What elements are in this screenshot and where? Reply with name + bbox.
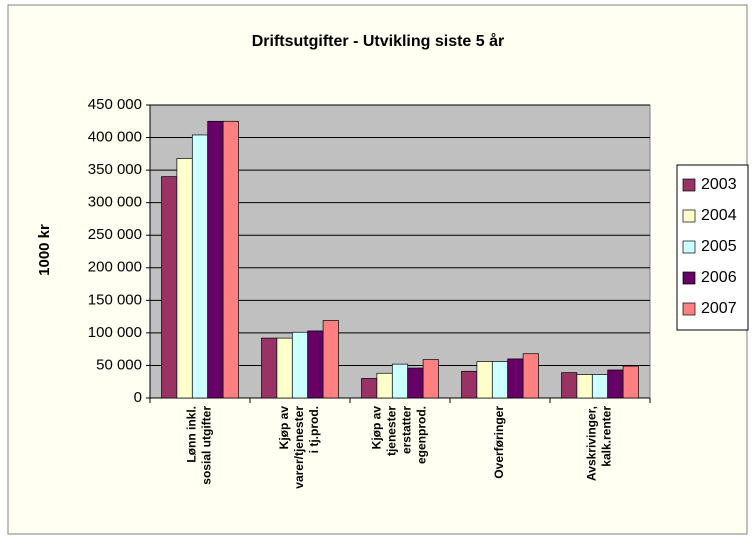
- y-tick-label: 300 000: [88, 194, 142, 211]
- legend-label: 2003: [701, 176, 737, 193]
- x-tick-label: Avskrivinger,: [585, 406, 599, 481]
- bar: [622, 365, 639, 399]
- x-tick-label: varer/tjenester: [292, 406, 306, 489]
- legend-label: 2007: [701, 300, 737, 317]
- bar: [422, 359, 439, 399]
- x-tick-label: tjenester: [385, 406, 399, 456]
- x-tick-label: Overføringer: [492, 406, 506, 479]
- y-tick-label: 250 000: [88, 226, 142, 243]
- bar: [607, 369, 624, 399]
- bar: [322, 320, 339, 399]
- legend-label: 2005: [701, 238, 737, 255]
- x-tick-label: kalk.renter: [600, 406, 614, 467]
- x-tick-label: egenprod.: [415, 406, 429, 464]
- legend-swatch: [682, 302, 696, 316]
- x-tick-label: erstatter: [400, 406, 414, 454]
- bar: [522, 353, 539, 399]
- bar: [561, 372, 578, 399]
- bar: [176, 158, 193, 399]
- legend-label: 2006: [701, 269, 737, 286]
- y-tick-label: 450 000: [88, 96, 142, 113]
- bar: [461, 370, 478, 399]
- legend-swatch: [682, 209, 696, 223]
- bar: [222, 120, 239, 399]
- y-axis-label: 1000 kr: [36, 224, 53, 276]
- y-tick-label: 0: [134, 389, 142, 406]
- bar: [207, 120, 224, 399]
- x-tick-label: i tj.prod.: [307, 406, 321, 453]
- y-tick-label: 400 000: [88, 129, 142, 146]
- y-tick-label: 100 000: [88, 324, 142, 341]
- x-tick-label: Kjøp av: [277, 406, 291, 450]
- bar: [376, 372, 393, 399]
- bar: [161, 176, 178, 399]
- bar: [191, 134, 209, 399]
- bar: [361, 378, 378, 399]
- bar: [261, 337, 278, 399]
- y-tick-label: 150 000: [88, 291, 142, 308]
- x-tick-label: Kjøp av: [370, 406, 384, 450]
- bar: [407, 367, 424, 399]
- x-tick-label: Lønn inkl.: [185, 406, 199, 463]
- bar: [591, 374, 609, 399]
- y-tick-label: 200 000: [88, 259, 142, 276]
- legend-swatch: [682, 240, 696, 254]
- bar: [491, 361, 509, 399]
- bar: [291, 331, 309, 399]
- legend-swatch: [682, 271, 696, 285]
- legend-swatch: [682, 178, 696, 192]
- bar: [276, 337, 293, 399]
- bar: [576, 374, 593, 399]
- bar: [507, 358, 524, 399]
- y-tick-label: 50 000: [96, 356, 142, 373]
- x-tick-label: sosial utgifter: [200, 406, 214, 485]
- chart-title: Driftsutgifter - Utvikling siste 5 år: [252, 32, 505, 50]
- y-tick-label: 350 000: [88, 161, 142, 178]
- bar: [391, 363, 409, 399]
- bar: [476, 361, 493, 399]
- legend-label: 2004: [701, 207, 737, 224]
- bar: [307, 330, 324, 399]
